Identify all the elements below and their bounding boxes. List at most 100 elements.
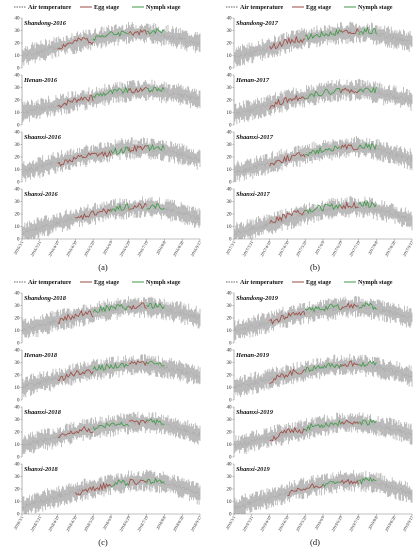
nymph-stage-line <box>305 88 342 100</box>
y-tick-label: 10 <box>227 111 233 116</box>
air-temperature-line <box>233 303 413 332</box>
nymph-stage-line <box>146 302 165 310</box>
air-temperature-line <box>233 28 413 58</box>
egg-stage-line <box>128 86 147 94</box>
nymph-stage-line <box>358 141 377 151</box>
nymph-stage-line <box>146 418 165 426</box>
x-tick-label: 2019/9/17 <box>402 515 415 532</box>
x-tick-label: 2016/4/30 <box>65 240 78 257</box>
x-tick-label: 2019/4/30 <box>277 515 290 532</box>
y-tick-label: 40 <box>227 17 233 22</box>
x-tick-label: 2018/3/1 <box>13 515 25 530</box>
nymph-stage-line <box>358 360 377 368</box>
nymph-stage-line <box>304 419 342 432</box>
subplot-title: Shandong-2018 <box>24 295 67 302</box>
legend-air-label: Air temperature <box>28 279 71 286</box>
y-tick-label: 30 <box>227 475 233 480</box>
egg-stage-line <box>340 27 359 35</box>
y-tick-label: 0 <box>17 342 20 347</box>
y-tick-label: 30 <box>227 361 233 366</box>
nymph-stage-line <box>358 418 377 426</box>
y-tick-label: 0 <box>17 238 20 243</box>
egg-stage-line <box>340 360 359 368</box>
nymph-stage-line <box>358 200 377 208</box>
subplot-title: Shaanxi-2019 <box>236 409 274 416</box>
x-tick-label: 2016/3/21 <box>29 240 42 257</box>
y-tick-label: 10 <box>15 168 21 173</box>
air-temperature-range <box>233 353 413 398</box>
air-temperature-range <box>233 21 413 67</box>
y-tick-label: 0 <box>17 67 20 72</box>
nymph-stage-line <box>92 30 129 42</box>
x-axis: 2018/3/1 2018/3/21 2018/4/10 2018/4/30 2018/… <box>13 513 202 532</box>
legend-nymph-label: Nymph stage <box>146 279 181 286</box>
y-tick-label: 40 <box>15 463 21 468</box>
egg-stage-line <box>128 360 147 367</box>
x-axis: 2016/3/1 2016/3/21 2016/4/10 2016/4/30 2016/… <box>13 238 202 257</box>
legend-nymph-label: Nymph stage <box>146 4 181 11</box>
y-tick-label: 0 <box>17 181 20 186</box>
egg-stage-line <box>57 95 94 109</box>
air-temperature-line <box>21 204 201 235</box>
y-tick-label: 0 <box>229 456 232 461</box>
y-tick-label: 0 <box>229 342 232 347</box>
air-temperature-range <box>21 137 201 182</box>
y-tick-label: 40 <box>227 406 233 411</box>
y-tick-label: 40 <box>227 131 233 136</box>
x-tick-label: 2018/4/30 <box>65 515 78 532</box>
y-tick-label: 10 <box>15 500 21 505</box>
air-temperature-line <box>21 361 201 390</box>
subplot-title: Shanxi-2018 <box>24 466 59 473</box>
x-tick-label: 2017/3/1 <box>225 240 237 255</box>
subplot-title: Henan-2017 <box>235 77 270 84</box>
y-tick-label: 40 <box>15 188 21 193</box>
y-tick-label: 0 <box>17 124 20 129</box>
nymph-stage-line <box>305 28 342 41</box>
y-tick-label: 20 <box>15 99 21 104</box>
x-tick-label: 2019/7/19 <box>348 515 361 532</box>
x-axis: 2019/3/1 2019/3/21 2019/4/10 2019/4/30 2019/… <box>225 513 415 532</box>
y-tick-label: 10 <box>15 54 21 59</box>
subplot-title: Shaanxi-2016 <box>24 134 62 141</box>
egg-stage-line <box>128 419 147 426</box>
y-tick-label: 20 <box>15 156 21 161</box>
egg-stage-line <box>128 302 147 311</box>
egg-stage-line <box>269 209 306 224</box>
y-tick-label: 20 <box>15 488 21 493</box>
figure-panel-a: Air temperature Egg stage Nymph stage 0 10 20… <box>0 0 207 280</box>
x-tick-label: 2016/3/1 <box>13 240 25 255</box>
y-tick-label: 20 <box>227 488 233 493</box>
legend-air-label: Air temperature <box>240 4 283 11</box>
legend-air-label: Air temperature <box>240 279 283 286</box>
egg-stage-line <box>75 481 112 496</box>
egg-stage-line <box>57 425 94 439</box>
y-tick-label: 40 <box>15 17 21 22</box>
air-temperature-range <box>21 21 201 66</box>
y-tick-label: 30 <box>15 361 21 366</box>
air-temperature-line <box>21 304 201 331</box>
legend-air-label: Air temperature <box>28 4 71 11</box>
y-tick-label: 10 <box>227 443 233 448</box>
nymph-stage-line <box>110 203 130 213</box>
y-tick-label: 30 <box>15 143 21 148</box>
air-temperature-range <box>233 78 413 125</box>
x-tick-label: 2016/6/29 <box>118 240 131 257</box>
x-tick-label: 2016/8/8 <box>155 240 167 255</box>
y-tick-label: 40 <box>15 292 21 297</box>
nymph-stage-line <box>358 301 377 311</box>
nymph-stage-line <box>110 479 130 488</box>
y-tick-label: 40 <box>227 74 233 79</box>
y-tick-label: 20 <box>227 99 233 104</box>
subplot-title: Shaanxi-2017 <box>236 134 274 141</box>
x-tick-label: 2018/6/9 <box>102 515 114 530</box>
y-tick-label: 10 <box>227 500 233 505</box>
nymph-stage-line <box>305 202 342 214</box>
legend: Air temperature Egg stage Nymph stage <box>226 279 393 286</box>
egg-stage-line <box>340 87 359 94</box>
egg-stage-line <box>57 369 94 382</box>
x-tick-label: 2019/8/28 <box>384 515 397 532</box>
air-temperature-range <box>21 469 201 514</box>
